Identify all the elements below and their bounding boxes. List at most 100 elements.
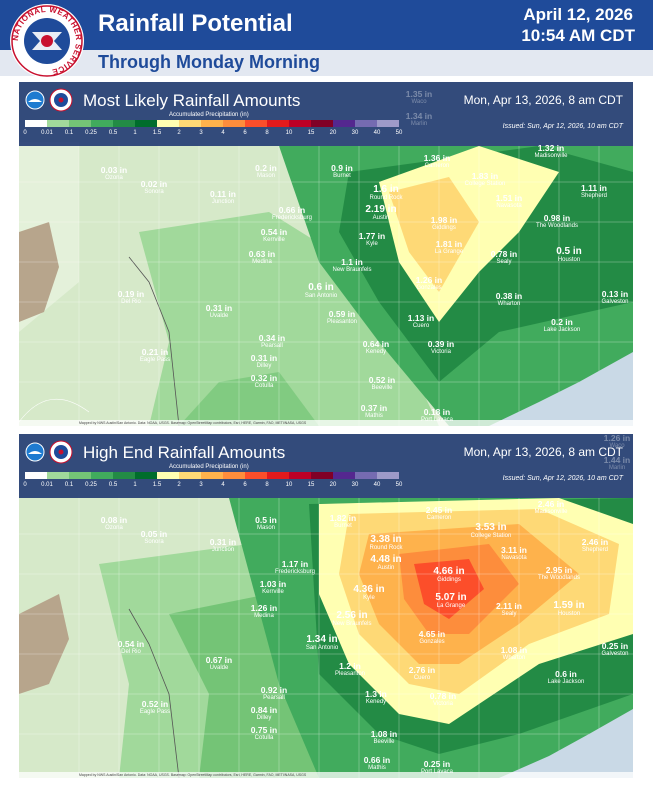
legend-swatch	[245, 120, 267, 127]
town-name: Round Rock	[369, 195, 403, 201]
town-label-navasota: 1.51 in Navasota	[496, 194, 522, 210]
town-name: Cotulla	[254, 735, 274, 741]
town-name: Round Rock	[369, 545, 403, 551]
town-name: Beeville	[373, 739, 395, 745]
town-name: Navasota	[501, 555, 527, 561]
rainfall-amount: 2.46 in	[537, 499, 565, 509]
panel-banner: High End Rainfall Amounts Mon, Apr 13, 2…	[19, 434, 633, 498]
town-label-kenedy: 1.3 in Kenedy	[365, 690, 387, 706]
town-label-wharton: 0.38 in Wharton	[496, 292, 522, 308]
panel-title: Most Likely Rainfall Amounts	[83, 91, 301, 110]
town-label-wfo-haze-2: 1.34 in Marlin	[406, 112, 432, 128]
town-name: Kyle	[363, 595, 375, 601]
town-name: San Antonio	[305, 645, 339, 651]
legend-tick-label: 4	[221, 482, 225, 488]
town-label-del-rio: 0.19 in Del Rio	[118, 290, 144, 306]
town-label-cuero: 1.13 in Cuero	[408, 314, 434, 330]
rainfall-amount: 1.32 in	[537, 143, 565, 153]
rainfall-amount: 2.76 in	[408, 665, 436, 675]
town-name: Fredericksburg	[271, 215, 313, 221]
town-name: Giddings	[437, 577, 461, 583]
legend-tick-label: 3	[199, 482, 203, 488]
town-label-gonzales: 1.26 in Gonzales	[416, 276, 442, 292]
town-name: Madisonville	[534, 509, 568, 515]
rainfall-amount: 2.95 in	[545, 565, 573, 575]
gulf-water	[489, 352, 633, 426]
town-label-wfo-haze-1: 1.26 in Waco	[604, 434, 630, 450]
town-name: Houston	[557, 611, 581, 617]
town-name: Del Rio	[121, 649, 141, 655]
town-name: Kenedy	[365, 349, 387, 355]
town-label-round-rock: 3.38 in Round Rock	[369, 534, 402, 552]
issue-datetime: April 12, 2026 10:54 AM CDT	[521, 4, 635, 46]
legend-swatch	[135, 120, 157, 127]
legend-swatch	[113, 120, 135, 127]
town-name: Medina	[254, 613, 274, 619]
town-label-the-woodlands: 0.98 in The Woodlands	[536, 214, 578, 230]
rainfall-amount: 3.11 in	[501, 545, 527, 555]
town-label-kerrville: 1.03 in Kerrville	[260, 580, 286, 596]
legend-swatch	[355, 472, 377, 479]
panel-issued-time: Issued: Sun, Apr 12, 2026, 10 am CDT	[502, 123, 623, 130]
rainfall-amount: 0.25 in	[601, 641, 629, 651]
legend-swatch	[267, 472, 289, 479]
town-name: Ozona	[105, 525, 123, 531]
page-subtitle: Through Monday Morning	[98, 52, 320, 72]
subheader-bar	[0, 50, 653, 76]
legend-tick-label: 0.5	[108, 130, 118, 136]
legend-tick-label: 4	[221, 130, 225, 136]
legend-swatch	[179, 472, 201, 479]
legend-tick-label: 3	[199, 130, 203, 136]
town-name: Lake Jackson	[543, 327, 581, 333]
town-name: Uvalde	[209, 665, 229, 671]
rainfall-amount: 1.35 in	[405, 89, 433, 99]
rainfall-amount: 5.07 in	[435, 592, 467, 603]
town-name: Shepherd	[580, 193, 608, 199]
rainfall-amount: 0.6 in	[308, 282, 334, 293]
town-name: Navasota	[496, 203, 522, 209]
town-name: Medina	[252, 259, 272, 265]
legend-swatch	[135, 472, 157, 479]
town-label-lake-jackson: 0.2 in Lake Jackson	[544, 318, 581, 334]
rainfall-amount: 3.38 in	[370, 534, 402, 545]
town-label-san-antonio: 1.34 in San Antonio	[306, 634, 338, 652]
legend-tick-label: 30	[351, 482, 359, 488]
town-label-victoria: 0.39 in Victoria	[428, 340, 454, 356]
town-name: Del Rio	[121, 299, 141, 305]
rainfall-amount: 2.46 in	[581, 537, 609, 547]
legend-tick-label: 2	[177, 130, 181, 136]
town-name: Victoria	[431, 349, 451, 355]
rainfall-amount: 0.54 in	[117, 639, 145, 649]
rainfall-amount: 1.08 in	[500, 645, 528, 655]
panel-title: High End Rainfall Amounts	[83, 443, 286, 462]
rainfall-amount: 0.6 in	[555, 669, 577, 679]
panel-banner: Most Likely Rainfall Amounts Mon, Apr 13…	[19, 82, 633, 146]
town-label-austin: 4.48 in Austin	[370, 554, 401, 572]
town-label-cuero: 2.76 in Cuero	[409, 666, 435, 682]
header-bar	[0, 0, 653, 50]
legend-swatch	[201, 472, 223, 479]
legend-swatch	[245, 472, 267, 479]
town-label-del-rio: 0.54 in Del Rio	[118, 640, 144, 656]
legend-tick-label: 1	[133, 482, 137, 488]
page-title: Rainfall Potential	[98, 10, 293, 37]
town-name: San Antonio	[304, 293, 338, 299]
rainfall-amount: 4.48 in	[370, 554, 402, 565]
town-label-eagle-pass: 0.52 in Eagle Pass	[140, 700, 170, 716]
town-label-austin: 2.19 in Austin	[365, 204, 396, 222]
rainfall-amount: 0.05 in	[140, 529, 168, 539]
rainfall-amount: 0.9 in	[331, 163, 353, 173]
town-name: Dilley	[256, 363, 272, 369]
town-label-shepherd: 1.11 in Shepherd	[581, 184, 607, 200]
legend-swatch	[47, 472, 69, 479]
town-label-wfo-haze-1: 1.35 in Waco	[406, 90, 432, 106]
rainfall-amount: 1.1 in	[341, 257, 363, 267]
rainfall-amount: 1.26 in	[603, 434, 631, 443]
rainfall-amount: 1.11 in	[581, 183, 607, 193]
town-name: La Grange	[436, 603, 466, 609]
town-label-madisonville: 2.46 in Madisonville	[534, 500, 567, 516]
legend-swatch	[69, 472, 91, 479]
legend-tick-label: 0	[23, 130, 27, 136]
town-label-mathis: 0.37 in Mathis	[361, 404, 387, 420]
town-label-lake-jackson: 0.6 in Lake Jackson	[548, 670, 585, 686]
